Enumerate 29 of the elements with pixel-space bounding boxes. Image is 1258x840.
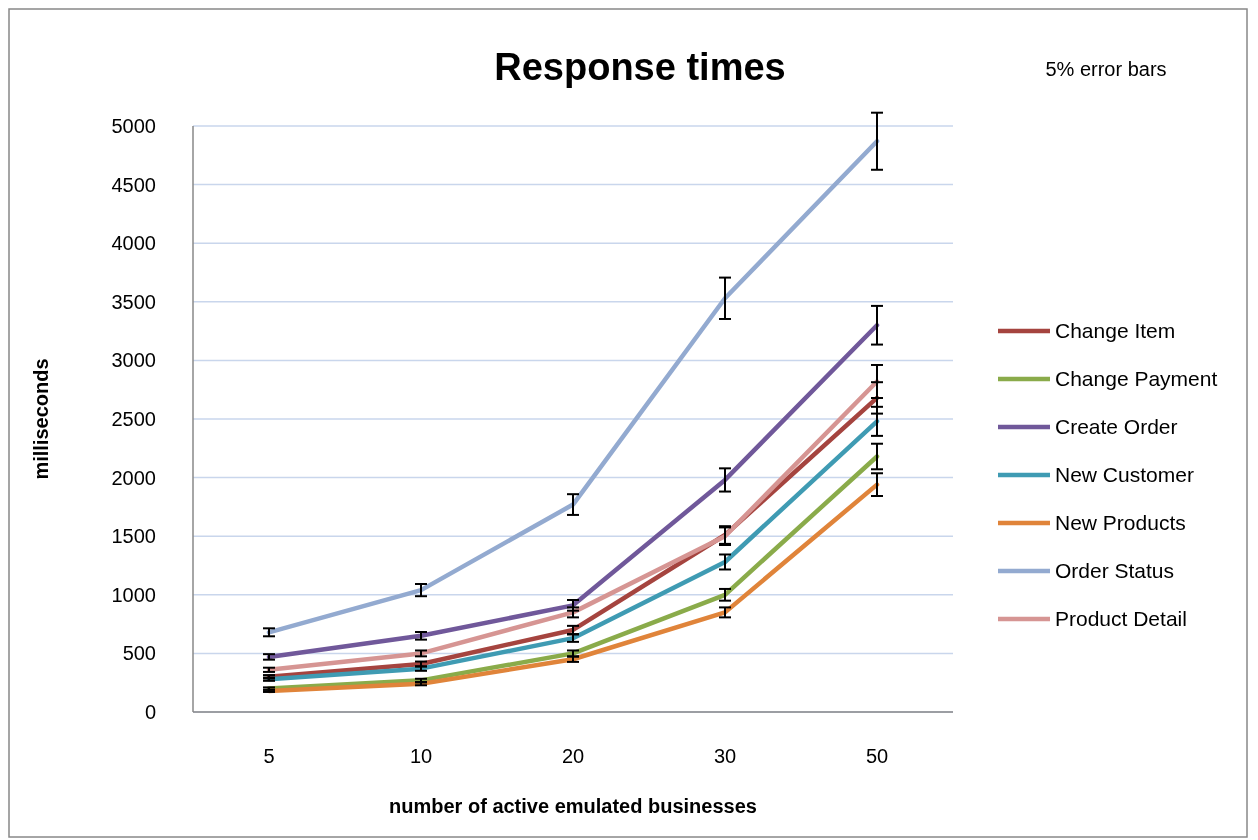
y-tick-label: 2000 (111, 466, 156, 489)
x-tick-label: 50 (865, 745, 889, 767)
text: 5% error bars (1045, 58, 1167, 80)
y-tick-label: 3500 (111, 290, 156, 313)
line-series (266, 138, 880, 635)
legend-label: Create Order (1055, 415, 1178, 439)
y-tick-label: 2500 (111, 408, 156, 430)
legend-label: Product Detail (1055, 607, 1187, 631)
y-tick-label: 5000 (111, 115, 156, 137)
y-tick-label: 3000 (111, 349, 156, 372)
y-tick-label: 1500 (111, 525, 156, 548)
y-tick-label: 4500 (111, 173, 156, 196)
x-tick-label: 20 (561, 745, 585, 767)
legend-label: Order Status (1055, 559, 1175, 583)
chart-title: Response times (494, 46, 786, 88)
y-tick-label: 1000 (111, 583, 156, 606)
x-axis-title: number of active emulated businesses (389, 795, 757, 817)
line-series (266, 322, 880, 660)
y-tick-label: 0 (144, 701, 156, 723)
x-tick-label: 30 (713, 745, 737, 767)
x-tick-label: 10 (409, 745, 433, 767)
legend-label: Change Item (1055, 319, 1176, 343)
x-tick-label: 5 (263, 745, 275, 767)
legend-label: Change Payment (1055, 367, 1218, 391)
legend-label: New Customer (1055, 463, 1194, 487)
y-axis-title: milliseconds (30, 358, 52, 480)
legend-label: New Products (1055, 511, 1186, 535)
y-tick-label: 500 (122, 642, 156, 665)
y-tick-label: 4000 (111, 232, 156, 255)
